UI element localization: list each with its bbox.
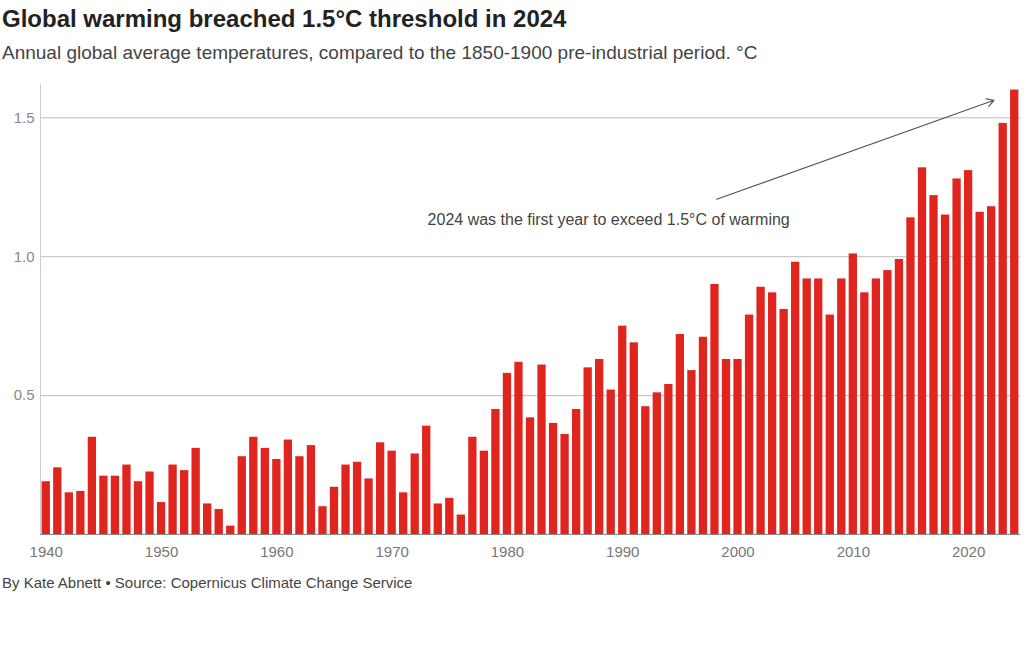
svg-text:1950: 1950 bbox=[145, 543, 178, 560]
svg-text:1.0: 1.0 bbox=[14, 248, 35, 265]
svg-text:1980: 1980 bbox=[491, 543, 524, 560]
svg-text:1970: 1970 bbox=[375, 543, 408, 560]
html-text:Annual global average temperat: Annual global average temperatures, comp… bbox=[2, 42, 758, 63]
svg-text:2000: 2000 bbox=[721, 543, 754, 560]
svg-text:1990: 1990 bbox=[606, 543, 639, 560]
svg-text:2024 was the first year to exc: 2024 was the first year to exceed 1.5°C … bbox=[428, 211, 790, 228]
svg-text:1.5: 1.5 bbox=[14, 109, 35, 126]
svg-text:1940: 1940 bbox=[30, 543, 63, 560]
html-text:Global warming breached 1.5°C: Global warming breached 1.5°C threshold … bbox=[2, 5, 567, 32]
html-text:By Kate Abnett • Source: Coper: By Kate Abnett • Source: Copernicus Clim… bbox=[2, 574, 413, 591]
svg-text:2010: 2010 bbox=[837, 543, 870, 560]
svg-text:2020: 2020 bbox=[952, 543, 985, 560]
svg-text:0.5: 0.5 bbox=[14, 386, 35, 403]
svg-text:1960: 1960 bbox=[260, 543, 293, 560]
